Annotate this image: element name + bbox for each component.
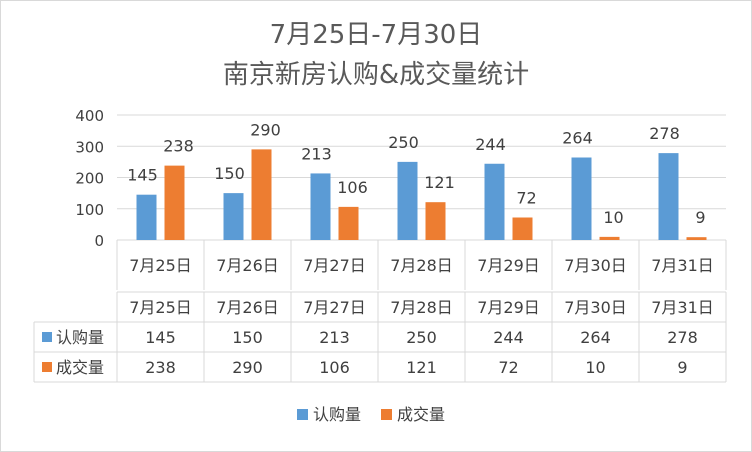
x-tick-label: 7月31日 xyxy=(651,256,714,275)
table-cell: 264 xyxy=(580,328,611,347)
data-label: 150 xyxy=(214,164,245,183)
bar-transaction xyxy=(512,217,533,240)
bar-transaction xyxy=(599,236,620,240)
table-header-cell: 7月31日 xyxy=(651,298,714,317)
data-label: 106 xyxy=(337,178,368,197)
bar-transaction xyxy=(251,149,272,240)
table-cell: 9 xyxy=(677,358,687,377)
table-legend-key xyxy=(42,332,52,342)
data-label: 10 xyxy=(603,208,623,227)
chart-title-line1: 7月25日-7月30日 xyxy=(269,20,483,50)
bar-subscription xyxy=(571,157,592,240)
x-tick-label: 7月27日 xyxy=(303,256,366,275)
table-cell: 238 xyxy=(145,358,176,377)
y-tick-label: 400 xyxy=(75,107,104,125)
table-cell: 244 xyxy=(493,328,524,347)
table-cell: 145 xyxy=(145,328,176,347)
x-tick-label: 7月30日 xyxy=(564,256,627,275)
bar-subscription xyxy=(136,194,157,240)
table-header-cell: 7月28日 xyxy=(390,298,453,317)
table-cell: 72 xyxy=(498,358,518,377)
bar-subscription xyxy=(223,193,244,240)
table-row-label: 成交量 xyxy=(56,358,104,377)
table-cell: 213 xyxy=(319,328,350,347)
y-tick-label: 0 xyxy=(94,232,104,250)
bar-transaction xyxy=(425,202,446,240)
data-label: 278 xyxy=(649,124,680,143)
table-cell: 278 xyxy=(667,328,698,347)
table-cell: 150 xyxy=(232,328,263,347)
table-cell: 250 xyxy=(406,328,437,347)
y-tick-label: 200 xyxy=(75,170,104,188)
legend-swatch xyxy=(297,409,308,420)
data-label: 238 xyxy=(163,137,194,156)
table-cell: 106 xyxy=(319,358,350,377)
x-tick-label: 7月26日 xyxy=(216,256,279,275)
table-cell: 290 xyxy=(232,358,263,377)
data-label: 264 xyxy=(562,129,593,148)
data-label: 213 xyxy=(301,144,332,163)
x-tick-label: 7月25日 xyxy=(129,256,192,275)
bar-subscription xyxy=(310,173,331,240)
data-label: 9 xyxy=(695,208,705,227)
table-header-cell: 7月29日 xyxy=(477,298,540,317)
data-label: 145 xyxy=(127,166,158,185)
data-label: 72 xyxy=(516,189,536,208)
legend-label: 认购量 xyxy=(313,405,361,424)
table-row-label: 认购量 xyxy=(56,328,104,347)
chart-title-line2: 南京新房认购&成交量统计 xyxy=(222,60,530,90)
data-label: 290 xyxy=(250,120,281,139)
bar-transaction xyxy=(164,165,185,240)
data-label: 244 xyxy=(475,135,506,154)
legend-swatch xyxy=(381,409,392,420)
bar-subscription xyxy=(658,153,679,240)
x-tick-label: 7月29日 xyxy=(477,256,540,275)
table-header-cell: 7月30日 xyxy=(564,298,627,317)
y-tick-label: 100 xyxy=(75,201,104,219)
bar-subscription xyxy=(484,163,505,240)
data-label: 121 xyxy=(424,173,455,192)
table-cell: 121 xyxy=(406,358,437,377)
table-header-cell: 7月25日 xyxy=(129,298,192,317)
bar-transaction xyxy=(686,237,707,240)
table-header-cell: 7月27日 xyxy=(303,298,366,317)
table-legend-key xyxy=(42,362,52,372)
data-label: 250 xyxy=(388,133,419,152)
bar-transaction xyxy=(338,206,359,240)
legend-label: 成交量 xyxy=(397,405,445,424)
y-tick-label: 300 xyxy=(75,138,104,156)
bar-subscription xyxy=(397,161,418,240)
x-tick-label: 7月28日 xyxy=(390,256,453,275)
table-header-cell: 7月26日 xyxy=(216,298,279,317)
table-cell: 10 xyxy=(585,358,605,377)
